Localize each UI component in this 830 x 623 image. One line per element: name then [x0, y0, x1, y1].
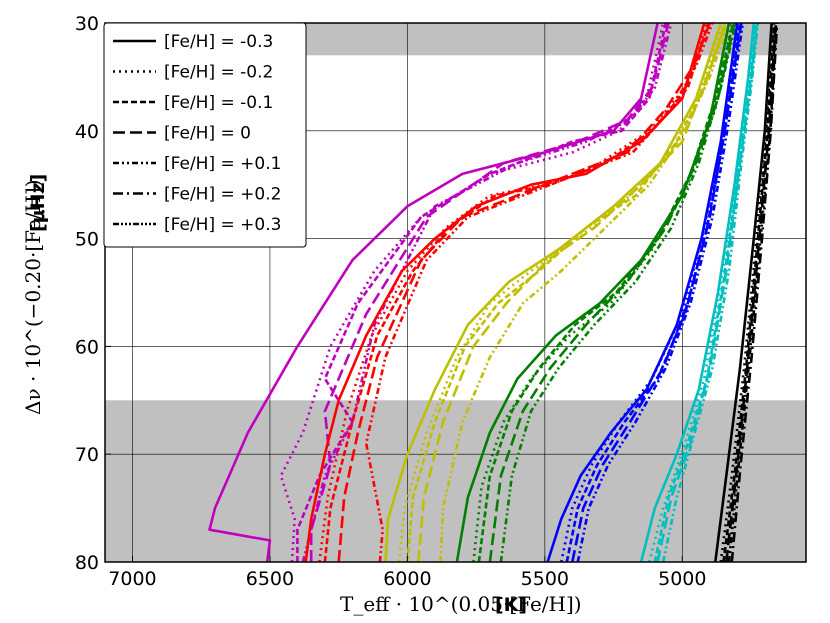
series-line-6-solid — [714, 23, 773, 562]
legend-label: [Fe/H] = -0.2 — [164, 63, 273, 83]
x-tick-label: 6000 — [383, 568, 431, 590]
legend-label: [Fe/H] = +0.2 — [164, 185, 281, 205]
series-line-5-dotted — [648, 23, 757, 562]
x-axis-unit: [K] — [495, 594, 527, 616]
y-tick-label: 30 — [75, 13, 99, 35]
x-tick-label: 5000 — [658, 568, 706, 590]
shaded-bands — [105, 23, 806, 562]
series-line-2-dashdotdot — [439, 23, 731, 562]
legend-box — [103, 22, 307, 248]
legend-label: [Fe/H] = -0.1 — [164, 93, 273, 113]
series-line-6-dashdotdot — [727, 23, 778, 562]
series-line-0-solid — [208, 23, 659, 562]
y-axis-label: Δν · 10^(−0.20·[Fe/H]) — [21, 179, 45, 415]
series-line-1-longdash — [337, 23, 712, 562]
y-tick-label: 80 — [75, 552, 99, 574]
ticks: 7000 6500 6000 5500 5000 30 40 50 60 70 80 — [75, 13, 707, 590]
legend-label: [Fe/H] = +0.3 — [164, 215, 281, 235]
series-line-4-solid — [546, 23, 739, 562]
y-tick-label: 50 — [75, 229, 99, 251]
series-line-2-dashed — [406, 23, 727, 562]
series-line-3-dashed — [477, 23, 735, 562]
x-tick-label: 6500 — [246, 568, 294, 590]
y-tick-label: 60 — [75, 336, 99, 358]
series-line-1-dashdotdot — [364, 23, 714, 562]
shaded-band-1 — [105, 400, 806, 562]
x-tick-label: 5500 — [521, 568, 569, 590]
series-line-3-dashdotdot — [499, 23, 738, 562]
series-line-6-dotted — [719, 23, 775, 562]
legend-label: [Fe/H] = -0.3 — [164, 32, 273, 52]
series-line-1-dashed — [323, 23, 710, 562]
series-line-0-dashed — [296, 23, 668, 562]
legend: [Fe/H] = -0.3 [Fe/H] = -0.2 [Fe/H] = -0.1 [… — [103, 22, 307, 248]
series-line-4-longdash — [571, 23, 743, 562]
series-line-2-solid — [384, 23, 723, 562]
legend-label: [Fe/H] = 0 — [164, 124, 251, 144]
series-line-5-solid — [639, 23, 756, 562]
legend-label: [Fe/H] = +0.1 — [164, 154, 281, 174]
x-tick-label: 7000 — [108, 568, 156, 590]
series-line-0-longdash — [309, 23, 670, 562]
y-axis-unit: [μHz] — [27, 174, 49, 232]
y-tick-label: 70 — [75, 444, 99, 466]
plot-frame — [104, 22, 807, 563]
y-tick-label: 40 — [75, 121, 99, 143]
x-axis-label: T_eff · 10^(0.05·[Fe/H]) — [340, 592, 582, 616]
series-line-1-dotted — [318, 23, 709, 562]
series-line-6-dashdot — [730, 23, 779, 562]
series-line-5-dashdotdot — [661, 23, 760, 562]
curves — [208, 23, 779, 562]
series-line-6-dashed — [722, 23, 776, 562]
series-line-4-dashdotdot — [576, 23, 745, 562]
